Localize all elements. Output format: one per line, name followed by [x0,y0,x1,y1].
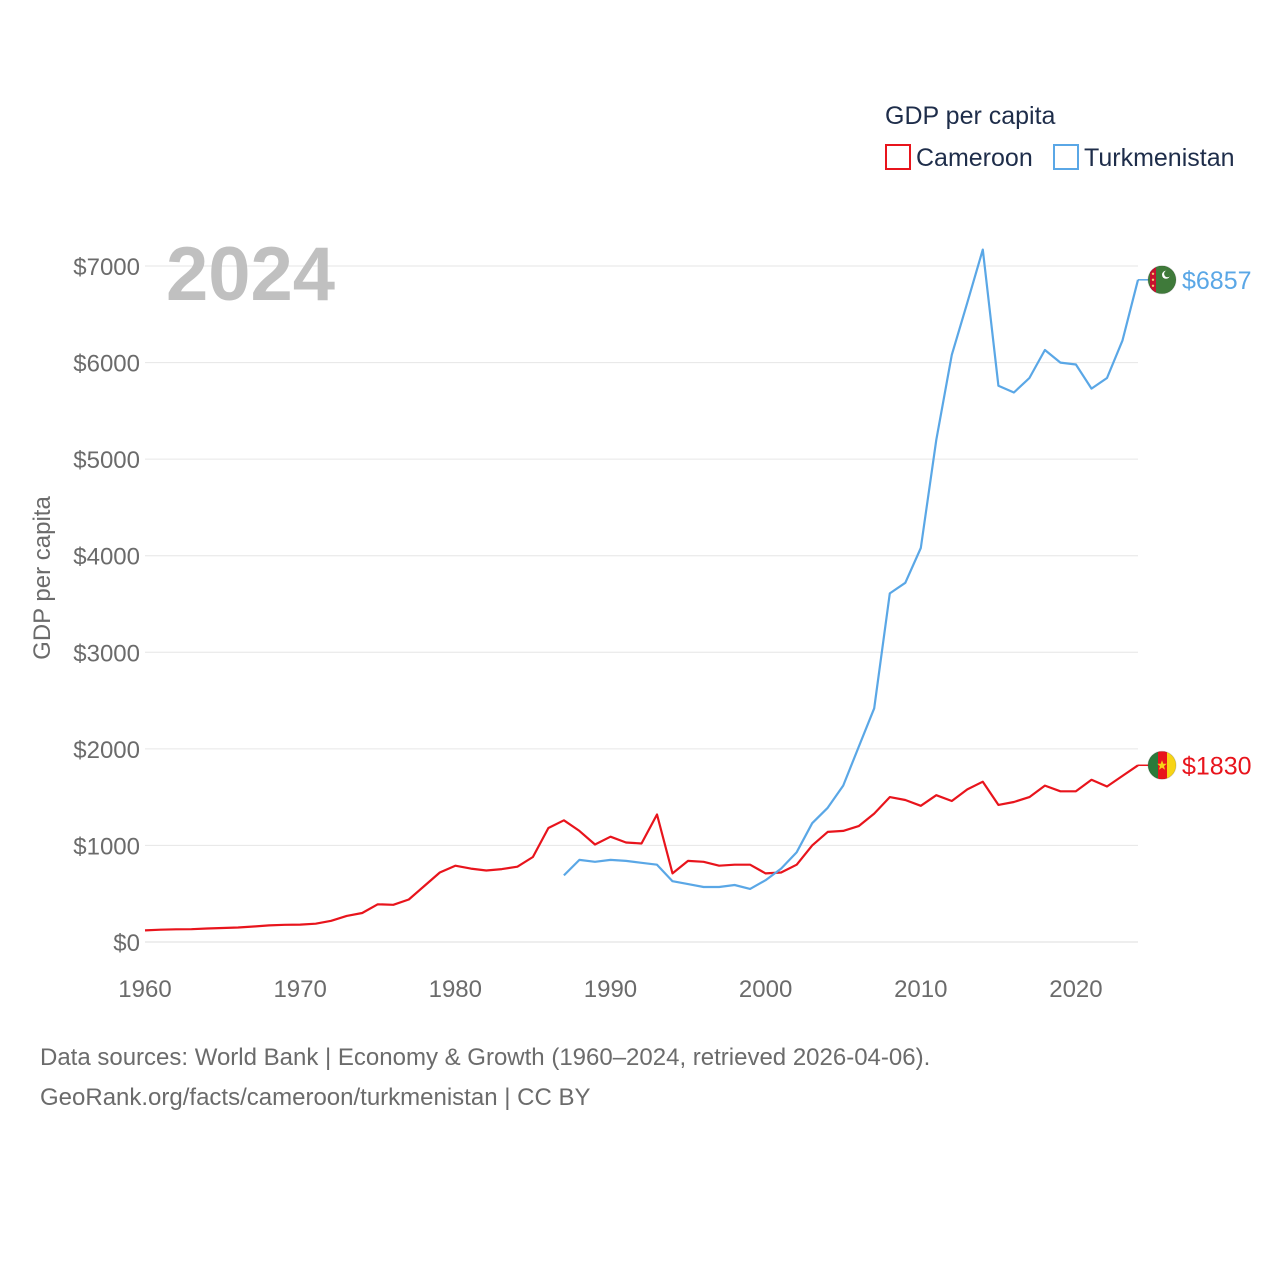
gdp-line-chart: $0 $1000 $2000 $3000 $4000 $5000 $6000 $7000 19… [29,102,1252,1003]
end-markers: $1830 $6857 [1138,265,1252,780]
y-tick-label: $6000 [73,351,140,378]
x-tick-label: 1960 [118,976,171,1003]
year-watermark: 2024 [166,232,335,317]
turkmenistan-flag-icon [1148,265,1176,294]
y-tick-label: $4000 [73,544,140,571]
x-tick-label: 2010 [894,976,947,1003]
footer-attribution: GeoRank.org/facts/cameroon/turkmenistan … [40,1084,591,1111]
y-tick-label: $2000 [73,737,140,764]
legend: GDP per capita Cameroon Turkmenistan [885,102,1235,172]
y-tick-label: $3000 [73,640,140,667]
series-line-turkmenistan [563,248,1140,890]
y-tick-label: $1000 [73,833,140,860]
series-lines [144,248,1140,932]
x-tick-label: 1990 [584,976,637,1003]
y-tick-label: $0 [113,930,140,957]
flag-outline [1147,265,1177,295]
cameroon-flag-icon [1148,751,1176,780]
x-tick-label: 1980 [429,976,482,1003]
end-value-label: $6857 [1182,267,1252,295]
legend-swatch-cameroon [885,144,911,170]
y-axis-label: GDP per capita [29,496,56,660]
y-tick-label: $7000 [73,254,140,281]
end-value-label: $1830 [1182,752,1252,780]
legend-title: GDP per capita [885,102,1056,130]
legend-swatch-turkmenistan [1053,144,1079,170]
legend-label-turkmenistan: Turkmenistan [1084,144,1235,172]
series-line-cameroon [144,764,1139,932]
grid-lines [145,265,1138,943]
x-tick-label: 1970 [273,976,326,1003]
flag-outline [1147,750,1177,780]
legend-label-cameroon: Cameroon [916,144,1033,172]
x-tick-label: 2020 [1049,976,1102,1003]
x-axis-ticks: 1960 1970 1980 1990 2000 2010 2020 [118,976,1102,1003]
footer-sources: Data sources: World Bank | Economy & Gro… [40,1044,931,1071]
y-tick-label: $5000 [73,447,140,474]
y-axis-ticks: $0 $1000 $2000 $3000 $4000 $5000 $6000 $7000 [73,254,140,957]
x-tick-label: 2000 [739,976,792,1003]
